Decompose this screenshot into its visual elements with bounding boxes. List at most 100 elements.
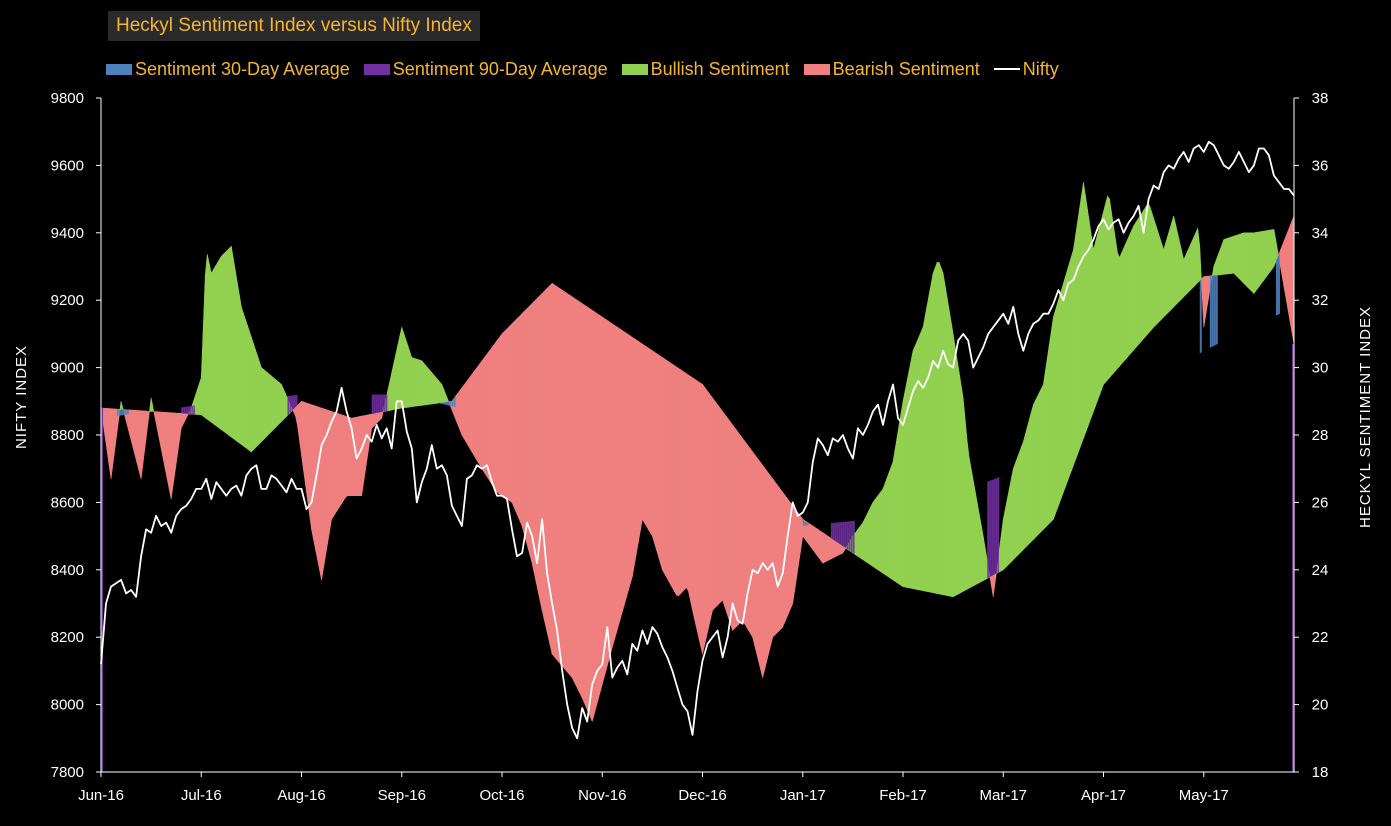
bearish-band-segment — [680, 369, 683, 595]
bearish-band-segment — [1279, 246, 1283, 276]
bullish-band-segment — [1185, 250, 1189, 296]
bullish-band-segment — [1225, 237, 1229, 275]
bullish-band-segment — [1065, 269, 1068, 488]
y-right-tick-label: 24 — [1312, 562, 1329, 579]
bearish-band-segment — [736, 429, 739, 628]
bullish-band-segment — [912, 345, 916, 590]
bearish-band-segment — [615, 325, 619, 634]
bullish-band-segment — [1133, 221, 1136, 351]
legend-item-nifty: Nifty — [993, 59, 1059, 80]
bullish-band-segment — [397, 336, 401, 410]
average-band-segment — [993, 478, 996, 576]
bullish-band-segment — [854, 529, 858, 557]
average-band-segment — [147, 411, 150, 412]
bearish-band-segment — [738, 432, 741, 626]
bearish-band-segment — [455, 392, 459, 426]
bullish-band-segment — [920, 327, 924, 592]
bullish-band-segment — [922, 316, 926, 592]
bearish-band-segment — [585, 305, 589, 713]
bearish-band-segment — [740, 434, 743, 624]
bullish-band-segment — [245, 318, 248, 450]
bearish-band-segment — [152, 407, 156, 419]
average-band-segment — [852, 520, 855, 555]
average-band-segment — [439, 402, 442, 404]
average-band-segment — [1215, 275, 1218, 345]
bullish-band-segment — [1235, 234, 1239, 279]
bullish-band-segment — [978, 513, 982, 584]
bullish-band-segment — [908, 360, 912, 589]
bullish-band-segment — [395, 345, 399, 410]
bearish-band-segment — [503, 329, 507, 499]
bullish-band-segment — [1071, 249, 1074, 471]
bullish-band-segment — [878, 490, 882, 573]
bullish-band-segment — [1021, 441, 1024, 553]
bearish-band-segment — [471, 370, 475, 457]
bearish-band-segment — [543, 288, 547, 628]
bullish-band-segment — [894, 437, 898, 584]
average-band-segment — [445, 401, 448, 406]
bearish-band-segment — [686, 373, 689, 592]
bearish-band-segment — [176, 412, 180, 457]
bullish-band-segment — [1217, 250, 1221, 276]
bullish-band-segment — [956, 359, 960, 596]
legend-swatch-bearish — [803, 63, 830, 75]
average-band-segment — [1275, 256, 1278, 316]
bearish-band-segment — [477, 362, 481, 467]
bullish-band-segment — [880, 488, 884, 574]
bearish-band-segment — [794, 507, 798, 591]
bearish-band-segment — [786, 496, 790, 618]
bearish-band-segment — [136, 410, 140, 472]
bearish-band-segment — [762, 464, 765, 678]
bullish-band-segment — [1257, 231, 1261, 289]
bullish-band-segment — [1233, 235, 1237, 276]
y-right-tick-label: 26 — [1312, 494, 1329, 511]
bullish-band-segment — [972, 479, 976, 587]
bearish-band-segment — [469, 373, 473, 453]
bearish-band-segment — [481, 357, 485, 473]
bullish-band-segment — [984, 548, 988, 581]
bullish-band-segment — [868, 506, 872, 566]
bearish-band-segment — [766, 469, 769, 662]
bullish-band-segment — [1189, 241, 1193, 292]
bullish-band-segment — [938, 262, 942, 595]
bearish-band-segment — [822, 532, 826, 564]
bullish-band-segment — [1117, 252, 1120, 370]
bearish-band-segment — [507, 325, 511, 502]
bearish-band-segment — [369, 413, 372, 442]
bearish-band-segment — [726, 415, 729, 619]
bearish-band-segment — [529, 302, 533, 564]
bullish-band-segment — [954, 346, 958, 597]
bullish-band-segment — [1241, 232, 1245, 285]
y-left-tick-label: 8400 — [51, 562, 84, 579]
y-right-tick-label: 22 — [1312, 629, 1329, 646]
average-band-segment — [834, 522, 837, 543]
bearish-band-segment — [333, 411, 336, 518]
bearish-band-segment — [561, 289, 565, 670]
bullish-band-segment — [1183, 255, 1187, 298]
average-band-segment — [373, 394, 376, 414]
bullish-band-segment — [275, 378, 278, 429]
bearish-band-segment — [485, 351, 489, 480]
bearish-band-segment — [704, 386, 707, 646]
bullish-band-segment — [1017, 452, 1020, 557]
bearish-band-segment — [630, 335, 633, 584]
bearish-band-segment — [511, 321, 515, 508]
bullish-band-segment — [1263, 230, 1267, 281]
bullish-band-segment — [427, 367, 431, 405]
bullish-band-segment — [393, 354, 397, 411]
bearish-band-segment — [611, 323, 615, 648]
bearish-band-segment — [710, 394, 713, 620]
bearish-band-segment — [479, 359, 483, 470]
average-band-segment — [832, 522, 835, 541]
bullish-band-segment — [1033, 400, 1036, 541]
bullish-band-segment — [1221, 239, 1225, 275]
bearish-band-segment — [670, 362, 673, 589]
bullish-band-segment — [1161, 243, 1164, 320]
bearish-band-segment — [307, 402, 310, 515]
bearish-band-segment — [824, 533, 828, 563]
bullish-band-segment — [1081, 182, 1084, 444]
average-band-segment — [997, 477, 1000, 574]
bullish-band-segment — [1039, 388, 1042, 535]
bearish-band-segment — [694, 378, 697, 628]
bearish-band-segment — [553, 284, 557, 660]
